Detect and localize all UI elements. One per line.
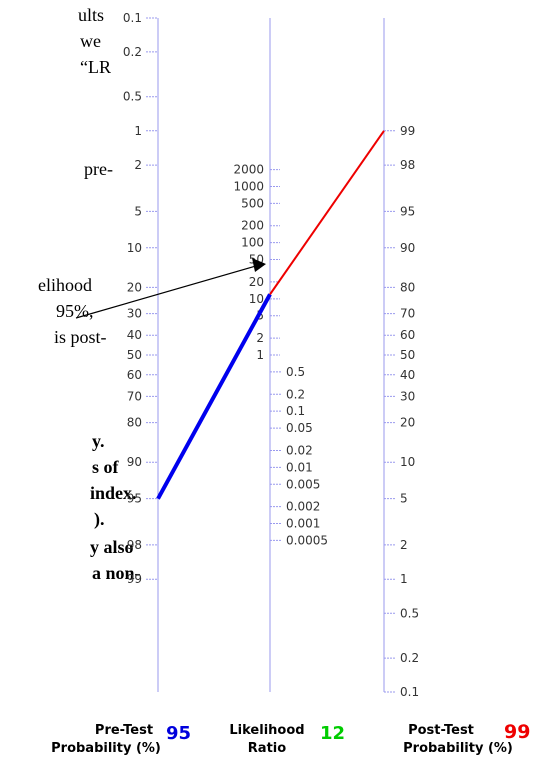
- lr-tick-label: 1000: [233, 179, 264, 193]
- lr-tick-label: 0.5: [286, 365, 305, 379]
- annotation-arrow-line: [75, 265, 257, 319]
- lr-title-line1: Likelihood: [229, 723, 305, 738]
- posttest-title-line1: Post-Test: [408, 723, 474, 738]
- lr-tick-label: 200: [241, 219, 264, 233]
- lr-axis-title: Likelihood Ratio: [222, 722, 312, 758]
- pretest-tick-label: 2: [134, 158, 142, 172]
- doc-line: is post-: [54, 327, 107, 347]
- lr-tick-label: 2000: [233, 163, 264, 177]
- doc-line: “LR: [80, 57, 111, 77]
- posttest-tick-label: 5: [400, 492, 408, 506]
- posttest-tick-label: 1: [400, 572, 408, 586]
- posttest-tick-label: 99: [400, 124, 415, 138]
- posttest-tick-label: 10: [400, 455, 415, 469]
- pretest-tick-label: 90: [127, 455, 142, 469]
- doc-line: ults: [78, 5, 105, 25]
- pretest-title-line1: Pre-Test: [94, 723, 154, 738]
- doc-line: y.: [92, 431, 105, 451]
- posttest-tick-label: 0.1: [400, 685, 419, 699]
- lr-tick-label: 20: [249, 275, 264, 289]
- lr-tick-label: 500: [241, 196, 264, 210]
- posttest-tick-label: 20: [400, 416, 415, 430]
- pretest-tick-label: 40: [127, 328, 142, 342]
- posttest-tick-label: 40: [400, 368, 415, 382]
- pretest-tick-label: 0.5: [123, 90, 142, 104]
- posttest-tick-label: 0.5: [400, 606, 419, 620]
- lr-tick-label: 0.05: [286, 421, 313, 435]
- doc-line: y also: [90, 537, 134, 557]
- pretest-tick-label: 60: [127, 368, 142, 382]
- lr-tick-label: 1: [256, 348, 264, 362]
- doc-line: we: [80, 31, 101, 51]
- pretest-tick-label: 50: [127, 348, 142, 362]
- pretest-axis-title: Pre-Test Probability (%): [46, 722, 166, 758]
- doc-line: s of: [92, 457, 119, 477]
- lr-tick-label: 0.002: [286, 500, 320, 514]
- pretest-tick-label: 98: [127, 538, 142, 552]
- lr-tick-label: 0.1: [286, 404, 305, 418]
- doc-line: elihood: [38, 275, 92, 295]
- pretest-tick-label: 0.2: [123, 45, 142, 59]
- posttest-tick-label: 98: [400, 158, 415, 172]
- pretest-tick-label: 99: [127, 572, 142, 586]
- lr-to-posttest-segment: [269, 130, 385, 295]
- lr-tick-label: 0.0005: [286, 533, 328, 547]
- pretest-tick-label: 30: [127, 307, 142, 321]
- lr-tick-label: 10: [249, 292, 264, 306]
- doc-line: index.: [90, 483, 137, 503]
- lr-tick-label: 0.01: [286, 460, 313, 474]
- pretest-tick-label: 80: [127, 416, 142, 430]
- pretest-value: 95: [166, 723, 192, 744]
- pretest-tick-label: 70: [127, 389, 142, 403]
- lr-tick-label: 0.001: [286, 517, 320, 531]
- pretest-tick-label: 5: [134, 204, 142, 218]
- pretest-tick-label: 20: [127, 280, 142, 294]
- posttest-tick-label: 60: [400, 328, 415, 342]
- doc-line: ).: [94, 509, 105, 529]
- pretest-tick-label: 1: [134, 124, 142, 138]
- posttest-tick-label: 2: [400, 538, 408, 552]
- pretest-to-lr-segment: [156, 293, 272, 500]
- posttest-value: 99: [504, 721, 531, 743]
- lr-tick-label: 0.2: [286, 387, 305, 401]
- pretest-tick-label: 10: [127, 241, 142, 255]
- lr-tick-label: 0.005: [286, 477, 320, 491]
- posttest-tick-label: 70: [400, 307, 415, 321]
- lr-tick-label: 0.02: [286, 443, 313, 457]
- posttest-tick-label: 90: [400, 241, 415, 255]
- posttest-tick-label: 30: [400, 389, 415, 403]
- pretest-title-line2: Probability (%): [51, 741, 161, 756]
- posttest-axis-title: Post-Test Probability (%): [398, 722, 518, 758]
- annotation-arrow-head: [252, 258, 266, 272]
- doc-line: pre-: [84, 159, 113, 179]
- lr-title-line2: Ratio: [247, 741, 287, 756]
- posttest-tick-label: 50: [400, 348, 415, 362]
- pretest-tick-label: 95: [127, 492, 142, 506]
- doc-line: a non-: [92, 563, 141, 583]
- pretest-tick-label: 0.1: [123, 11, 142, 25]
- posttest-tick-label: 95: [400, 204, 415, 218]
- lr-tick-label: 100: [241, 236, 264, 250]
- posttest-title-line2: Probability (%): [403, 741, 513, 756]
- lr-tick-label: 2: [256, 331, 264, 345]
- posttest-tick-label: 80: [400, 280, 415, 294]
- lr-value: 12: [320, 723, 346, 744]
- posttest-tick-label: 0.2: [400, 651, 419, 665]
